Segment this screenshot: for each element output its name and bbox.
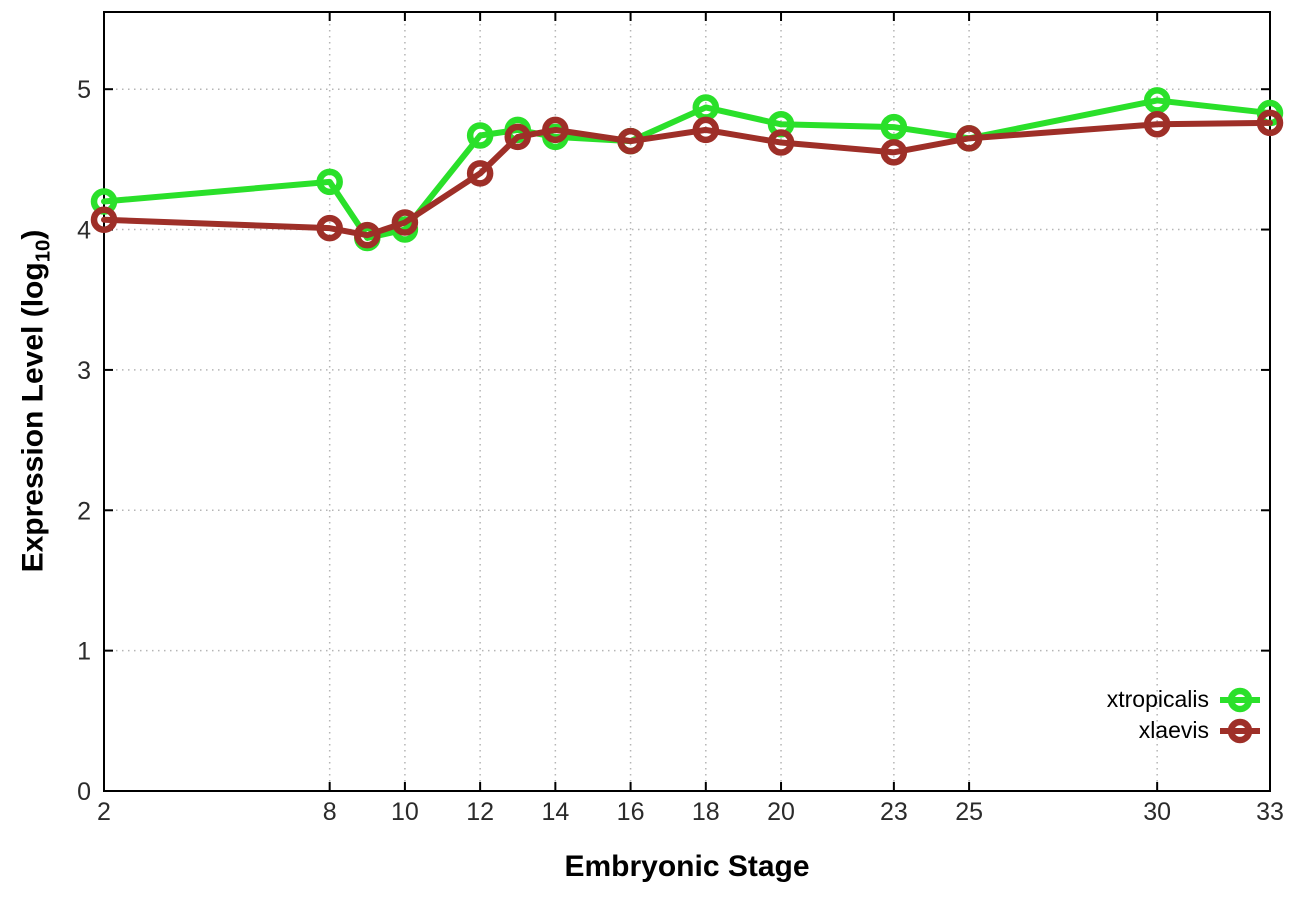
x-tick-label: 10 [391, 798, 419, 826]
legend-item-xtropicalis: xtropicalis [1107, 684, 1262, 715]
y-axis-title-suffix: ) [16, 229, 50, 240]
series-xlaevis-marker [542, 116, 569, 144]
series-xlaevis-marker [466, 160, 494, 187]
series-xtropicalis-line [101, 97, 1273, 241]
series-xlaevis-marker [354, 221, 381, 249]
series-xlaevis-marker [955, 125, 983, 152]
series-xlaevis-marker [1143, 111, 1171, 138]
x-tick-label: 16 [617, 798, 645, 826]
series-xlaevis-marker [90, 206, 118, 233]
series-xlaevis-marker [391, 209, 419, 236]
y-axis-title: Expression Level (log10) [17, 230, 56, 573]
x-tick-label: 12 [466, 798, 494, 826]
y-tick-label: 4 [77, 217, 91, 245]
x-tick-label: 33 [1256, 798, 1284, 826]
x-tick-label: 25 [955, 798, 983, 826]
series-xlaevis-marker [1256, 109, 1284, 137]
y-tick-label: 1 [77, 638, 91, 666]
y-tick-label: 0 [77, 778, 91, 806]
series-xlaevis-marker [692, 116, 720, 144]
legend: xtropicalis xlaevis [1107, 684, 1262, 746]
y-tick-label: 2 [77, 497, 91, 525]
legend-sample-icon-xlaevis [1220, 718, 1260, 743]
series-xtropicalis-marker [1143, 87, 1171, 114]
series-xlaevis-marker [617, 127, 644, 155]
y-tick-label: 3 [77, 357, 91, 385]
series-xlaevis-marker [504, 123, 531, 151]
x-tick-label: 14 [541, 798, 569, 826]
series-xlaevis-line [101, 119, 1273, 239]
legend-label-xlaevis: xlaevis [1138, 717, 1209, 743]
plot-border [103, 11, 1271, 792]
legend-label-xtropicalis: xtropicalis [1106, 686, 1209, 712]
x-tick-label: 23 [880, 798, 908, 826]
x-tick-label: 8 [323, 798, 337, 826]
series-xlaevis-marker [316, 214, 343, 242]
x-tick-label: 18 [692, 798, 720, 826]
y-tick-label: 5 [77, 76, 91, 104]
x-tick-label: 30 [1143, 798, 1171, 826]
x-axis-title: Embryonic Stage [564, 850, 810, 883]
y-axis-title-subscript: 10 [32, 239, 55, 263]
legend-sample-icon-xtropicalis [1220, 687, 1260, 712]
y-axis-title-text: Expression Level (log [16, 262, 50, 573]
legend-item-xlaevis: xlaevis [1107, 715, 1262, 746]
series-xtropicalis-marker [880, 113, 908, 141]
x-tick-label: 20 [767, 798, 795, 826]
x-tick-label: 2 [97, 798, 111, 826]
series-xtropicalis-marker [316, 168, 343, 196]
series-xlaevis-marker [767, 129, 795, 156]
series-xtropicalis-marker [466, 122, 494, 149]
series-xlaevis-marker [880, 139, 908, 166]
